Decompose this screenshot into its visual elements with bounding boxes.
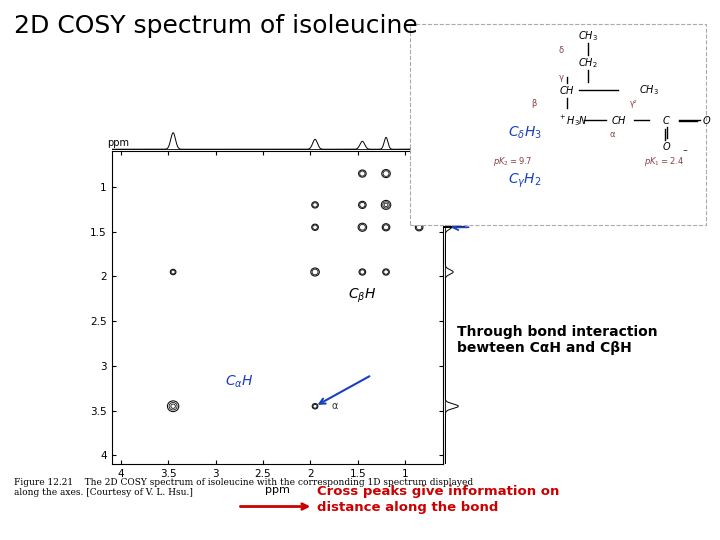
Text: Figure 12.21    The 2D COSY spectrum of isoleucine with the corresponding 1D spe: Figure 12.21 The 2D COSY spectrum of iso…: [14, 478, 474, 497]
Text: α: α: [331, 401, 338, 411]
Text: $C$: $C$: [662, 114, 671, 126]
Text: $CH_3$: $CH_3$: [578, 29, 598, 43]
Text: $pK_2 = 9.7$: $pK_2 = 9.7$: [493, 154, 532, 167]
Text: ppm: ppm: [107, 138, 129, 148]
Text: $CH_2$: $CH_2$: [578, 56, 598, 70]
X-axis label: ppm: ppm: [265, 485, 289, 495]
Text: $^+H_3N$: $^+H_3N$: [558, 113, 588, 127]
Text: $CH_3$: $CH_3$: [639, 84, 659, 97]
FancyBboxPatch shape: [410, 24, 706, 225]
Text: $C_{\delta}H_3$: $C_{\delta}H_3$: [508, 124, 541, 140]
Text: $O$: $O$: [662, 140, 672, 152]
Text: Cross peaks give information on
distance along the bond: Cross peaks give information on distance…: [317, 485, 559, 514]
Text: $C_{\gamma}H_2$: $C_{\gamma}H_2$: [508, 172, 541, 190]
Text: $pK_1 = 2.4$: $pK_1 = 2.4$: [644, 154, 684, 167]
Text: β: β: [531, 99, 536, 108]
Text: γ²: γ²: [630, 99, 637, 108]
Text: 2D COSY spectrum of isoleucine: 2D COSY spectrum of isoleucine: [14, 14, 418, 37]
Text: δ: δ: [559, 46, 564, 55]
Text: $O$: $O$: [701, 114, 711, 126]
Text: $CH$: $CH$: [611, 114, 626, 126]
Text: α: α: [610, 130, 615, 139]
Text: $C_{\beta}H$: $C_{\beta}H$: [348, 287, 377, 305]
Text: $C_{\alpha}H$: $C_{\alpha}H$: [225, 374, 253, 390]
Text: $CH$: $CH$: [559, 84, 575, 96]
Text: γ: γ: [559, 72, 564, 82]
Text: Through bond interaction
bewteen CαH and CβH: Through bond interaction bewteen CαH and…: [457, 325, 658, 355]
Text: $^-$: $^-$: [681, 146, 689, 156]
